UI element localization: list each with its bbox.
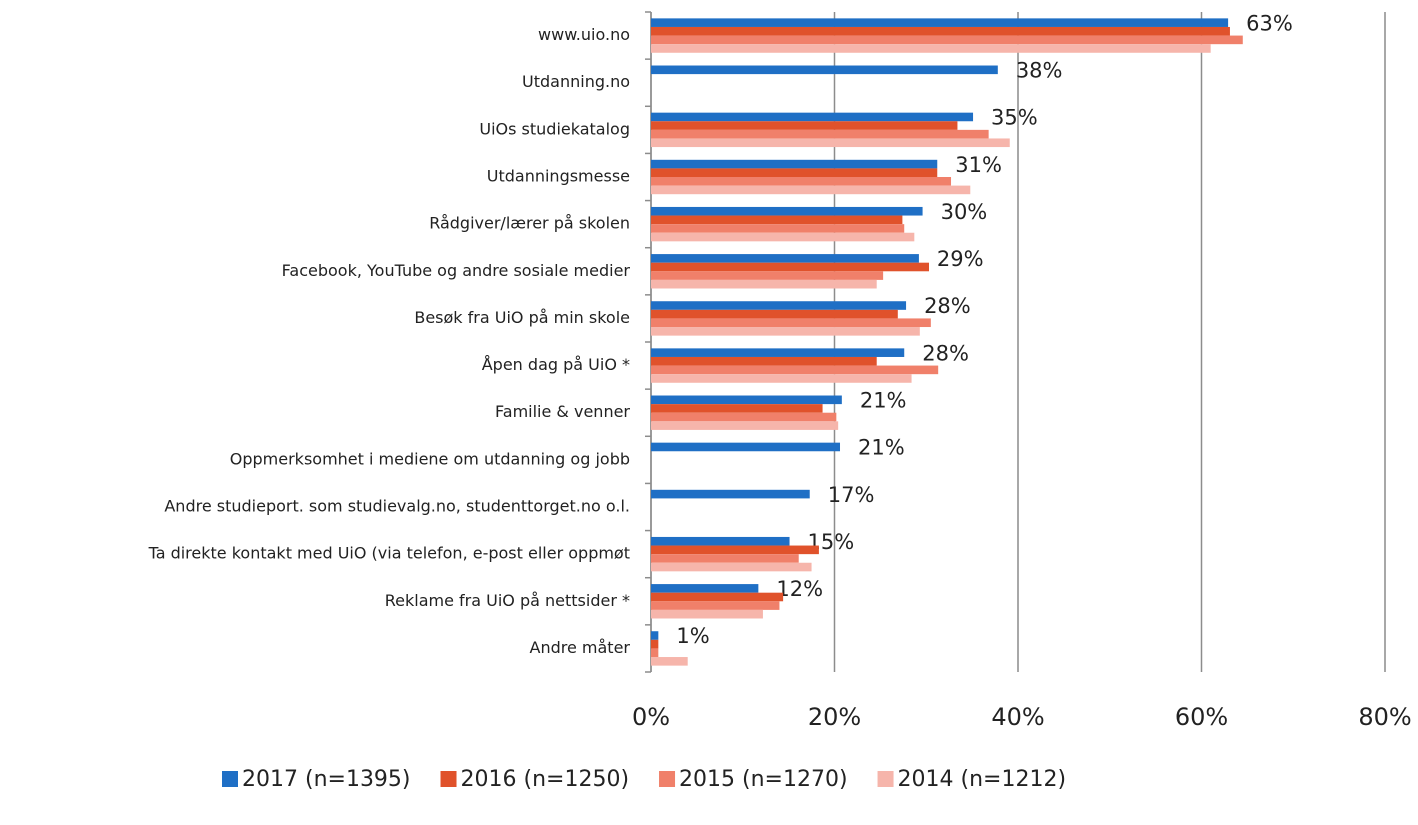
bar <box>651 185 971 195</box>
legend-swatch <box>440 771 457 787</box>
bar <box>651 592 784 602</box>
data-label: 29% <box>937 247 984 271</box>
bar <box>651 159 938 169</box>
bar <box>651 365 939 375</box>
category-label: Andre måter <box>530 638 631 657</box>
bar <box>651 562 812 572</box>
data-label: 30% <box>941 200 988 224</box>
bar <box>651 121 958 130</box>
category-label: Besøk fra UiO på min skole <box>414 308 630 327</box>
category-label: Reklame fra UiO på nettsider * <box>385 591 630 610</box>
bar <box>651 309 898 319</box>
data-label: 31% <box>955 153 1002 177</box>
bar <box>651 35 1243 45</box>
bar <box>651 631 659 640</box>
bar <box>651 356 877 366</box>
data-label: 28% <box>922 341 969 365</box>
bar <box>651 412 837 422</box>
legend-label: 2017 (n=1395) <box>242 767 411 792</box>
bar <box>651 639 659 649</box>
bar <box>651 215 903 225</box>
bar <box>651 584 759 593</box>
bar <box>651 65 998 75</box>
x-tick-label: 20% <box>808 703 861 731</box>
data-label: 12% <box>776 577 823 601</box>
category-label: www.uio.no <box>538 25 630 44</box>
legend-swatch <box>659 771 676 787</box>
bar <box>651 609 763 619</box>
legend-label: 2014 (n=1212) <box>898 767 1067 792</box>
bar <box>651 112 974 122</box>
data-label: 21% <box>860 389 907 413</box>
bar <box>651 657 688 666</box>
bar <box>651 318 931 328</box>
legend-swatch <box>222 771 238 787</box>
bar <box>651 18 1229 27</box>
data-label: 1% <box>676 624 709 648</box>
category-label: Rådgiver/lærer på skolen <box>429 214 630 233</box>
bar <box>651 327 920 336</box>
bar <box>651 374 912 383</box>
bar <box>651 545 819 555</box>
bar <box>651 301 907 310</box>
x-tick-label: 60% <box>1175 703 1228 731</box>
bar <box>651 442 841 452</box>
category-label: Andre studieport. som studievalg.no, stu… <box>164 497 630 516</box>
category-label: Oppmerksomhet i mediene om utdanning og … <box>230 449 630 468</box>
bar <box>651 648 659 658</box>
category-label: Åpen dag på UiO * <box>482 355 630 374</box>
bar <box>651 554 799 563</box>
x-tick-label: 80% <box>1358 703 1411 731</box>
legend-swatch <box>877 771 894 787</box>
bar <box>651 404 823 413</box>
bar <box>651 206 923 216</box>
legend-label: 2015 (n=1270) <box>679 767 848 792</box>
bar <box>651 168 938 177</box>
legend-label: 2016 (n=1250) <box>461 767 630 792</box>
bar <box>651 601 780 610</box>
bar <box>651 279 877 289</box>
bar <box>651 129 989 139</box>
bar <box>651 536 790 546</box>
category-label: Ta direkte kontakt med UiO (via telefon,… <box>148 544 630 563</box>
bar <box>651 254 919 263</box>
bar <box>651 262 930 272</box>
bar <box>651 232 915 242</box>
bar <box>651 26 1230 36</box>
bar <box>651 489 810 499</box>
data-label: 38% <box>1016 59 1063 83</box>
data-label: 21% <box>858 436 905 460</box>
bar <box>651 177 952 186</box>
bar <box>651 348 905 357</box>
bar <box>651 44 1211 53</box>
category-label: Utdanningsmesse <box>487 167 630 186</box>
category-label: UiOs studiekatalog <box>479 119 630 138</box>
x-tick-label: 0% <box>632 703 670 731</box>
data-label: 28% <box>924 294 971 318</box>
category-label: Utdanning.no <box>522 72 630 91</box>
data-label: 17% <box>828 483 875 507</box>
bar <box>651 395 842 405</box>
x-tick-label: 40% <box>991 703 1044 731</box>
data-label: 35% <box>991 106 1038 130</box>
bar <box>651 421 839 430</box>
bar <box>651 224 905 233</box>
category-label: Familie & venner <box>495 402 630 421</box>
bar <box>651 271 884 280</box>
category-label: Facebook, YouTube og andre sosiale medie… <box>282 261 631 280</box>
bar <box>651 138 1010 148</box>
data-label: 63% <box>1246 11 1293 35</box>
